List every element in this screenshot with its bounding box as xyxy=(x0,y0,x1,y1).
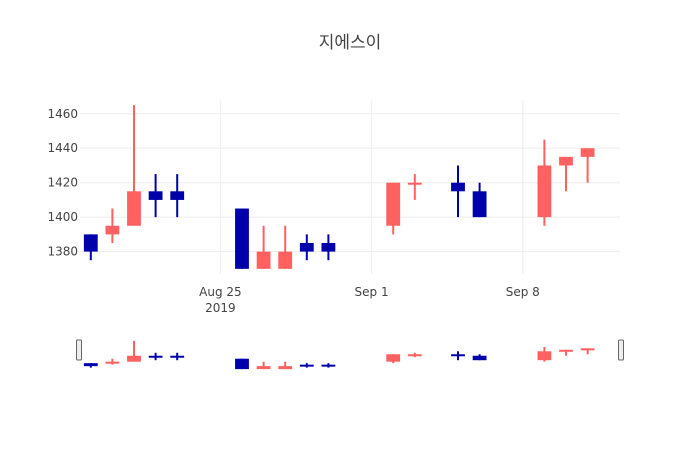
y-tick-label: 1440 xyxy=(47,141,78,155)
chart-title: 지에스이 xyxy=(319,33,382,53)
range-slider-candle xyxy=(127,340,141,362)
x-axis: Aug 25 2019 Sep 1 Sep 8 xyxy=(199,285,540,315)
grid-layer xyxy=(80,100,620,274)
x-tick-label: Aug 25 xyxy=(199,285,242,299)
candle-body xyxy=(299,242,314,252)
range-slider-candle-body xyxy=(321,364,336,367)
range-slider-candle-body xyxy=(407,354,422,357)
candle-body xyxy=(407,182,422,185)
candle xyxy=(386,182,401,235)
range-slider-candle xyxy=(256,361,271,370)
range-slider-candle-body xyxy=(537,351,552,361)
candle xyxy=(83,234,98,261)
range-slider-candle-body xyxy=(472,355,487,361)
range-slider-series xyxy=(83,340,595,370)
candle-body xyxy=(105,225,120,235)
range-slider-candle-body xyxy=(170,355,185,358)
candle-body xyxy=(127,191,141,226)
range-slider-candle-body xyxy=(580,348,595,351)
range-slider-candle-body xyxy=(83,363,98,367)
candle xyxy=(472,182,487,218)
range-slider-candle xyxy=(559,349,573,356)
candle-body xyxy=(256,251,271,269)
candle xyxy=(170,174,185,218)
range-slider-candle xyxy=(386,354,401,364)
candle-body xyxy=(451,182,465,192)
range-slider-candle xyxy=(537,346,552,362)
range-slider-left-handle[interactable] xyxy=(76,339,82,361)
candle xyxy=(256,225,271,269)
range-slider-candle-body xyxy=(148,355,163,358)
range-slider-candle-body xyxy=(559,349,573,352)
candle xyxy=(580,148,595,183)
y-tick-label: 1420 xyxy=(47,176,78,190)
candle xyxy=(559,156,573,192)
range-slider-candle-body xyxy=(127,355,141,362)
range-slider-candle xyxy=(472,354,487,361)
range-slider-candle-body xyxy=(278,366,293,370)
candle xyxy=(278,225,293,269)
range-slider-right-handle[interactable] xyxy=(618,339,624,361)
y-tick-label: 1460 xyxy=(47,107,78,121)
range-slider-candle xyxy=(407,352,422,358)
range-slider-background xyxy=(80,340,620,370)
candle-body xyxy=(580,148,595,157)
candle-body xyxy=(321,242,336,252)
range-slider-candle xyxy=(321,363,336,368)
range-slider-candle xyxy=(148,352,163,361)
range-slider-candle-body xyxy=(256,366,271,370)
x-tick-label: Sep 1 xyxy=(355,285,389,299)
range-slider-candle xyxy=(580,348,595,355)
x-tick-sublabel: 2019 xyxy=(205,301,236,315)
candle-body xyxy=(278,251,293,269)
candle-body xyxy=(386,182,401,226)
range-slider[interactable] xyxy=(76,339,624,370)
candle xyxy=(407,174,422,200)
range-slider-candle xyxy=(170,352,185,361)
range-slider-candle-body xyxy=(299,364,314,367)
candle-body xyxy=(170,191,185,200)
candle xyxy=(451,165,465,218)
y-axis: 1380 1400 1420 1440 1460 xyxy=(47,107,78,259)
candle xyxy=(299,234,314,261)
x-tick-label: Sep 8 xyxy=(506,285,540,299)
candle xyxy=(321,234,336,261)
candle-body xyxy=(148,191,163,200)
candle xyxy=(235,208,249,269)
candle-body xyxy=(537,165,552,218)
candle xyxy=(148,174,163,218)
candle xyxy=(105,208,120,243)
range-slider-candle xyxy=(451,351,465,361)
range-slider-candle xyxy=(235,358,249,370)
range-slider-candle-body xyxy=(386,354,401,362)
range-slider-candle-body xyxy=(235,358,249,370)
candle-body xyxy=(559,156,573,166)
y-tick-label: 1380 xyxy=(47,245,78,259)
candle xyxy=(537,139,552,226)
candles-layer xyxy=(83,105,595,269)
y-tick-label: 1400 xyxy=(47,210,78,224)
candle-body xyxy=(235,208,249,269)
range-slider-candle-body xyxy=(105,361,120,364)
candle-body xyxy=(472,191,487,218)
candle-body xyxy=(83,234,98,252)
range-slider-candle xyxy=(83,363,98,368)
range-slider-candle-body xyxy=(451,354,465,357)
range-slider-candle xyxy=(105,358,120,365)
candle xyxy=(127,105,141,226)
range-slider-candle xyxy=(299,363,314,368)
range-slider-candle xyxy=(278,361,293,370)
